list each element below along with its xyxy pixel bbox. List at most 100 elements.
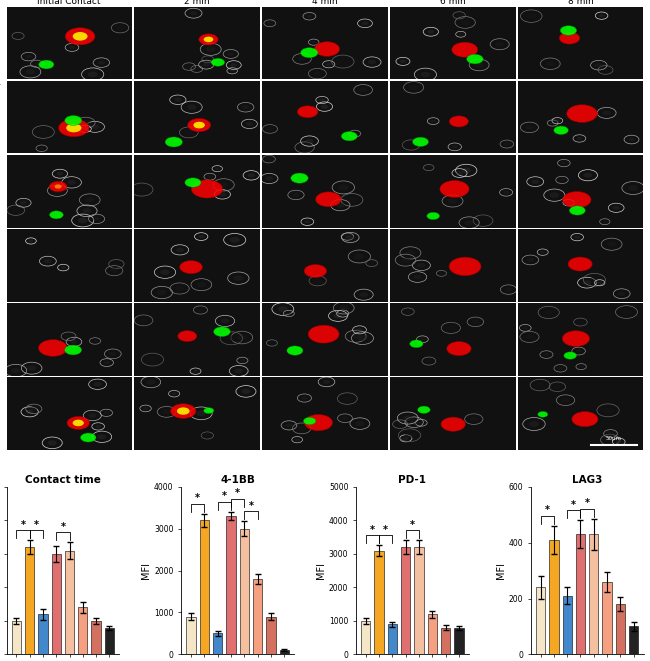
Circle shape: [417, 263, 425, 268]
Circle shape: [91, 124, 99, 130]
Title: 4-1BB: 4-1BB: [220, 475, 255, 485]
Circle shape: [590, 277, 599, 283]
Bar: [92, 621, 101, 654]
Circle shape: [456, 14, 462, 17]
Circle shape: [523, 327, 528, 329]
Circle shape: [287, 312, 291, 315]
Circle shape: [612, 206, 619, 210]
Circle shape: [532, 179, 539, 184]
Text: *: *: [34, 520, 39, 530]
Circle shape: [187, 104, 196, 110]
Circle shape: [526, 258, 534, 262]
Circle shape: [104, 361, 110, 364]
Circle shape: [458, 33, 463, 36]
Circle shape: [49, 181, 67, 192]
Circle shape: [81, 433, 96, 442]
Circle shape: [607, 241, 616, 247]
Circle shape: [73, 32, 88, 40]
Circle shape: [38, 340, 68, 356]
Circle shape: [39, 60, 54, 69]
Circle shape: [66, 124, 81, 132]
Circle shape: [57, 172, 63, 176]
Y-axis label: MFI: MFI: [316, 562, 326, 579]
Circle shape: [440, 180, 469, 198]
Circle shape: [267, 22, 272, 25]
Circle shape: [405, 310, 411, 313]
Circle shape: [628, 185, 638, 191]
Circle shape: [47, 440, 57, 446]
Circle shape: [65, 28, 95, 45]
Circle shape: [323, 379, 330, 384]
Circle shape: [536, 383, 545, 387]
Circle shape: [206, 46, 215, 52]
Circle shape: [98, 434, 107, 440]
Circle shape: [568, 257, 592, 271]
Circle shape: [595, 63, 603, 67]
Circle shape: [29, 239, 33, 243]
Bar: [361, 621, 370, 654]
Title: Initial Contact: Initial Contact: [38, 0, 101, 6]
Circle shape: [403, 415, 412, 421]
Circle shape: [230, 63, 237, 67]
Text: *: *: [222, 491, 227, 502]
Bar: [576, 534, 585, 654]
Circle shape: [356, 421, 365, 426]
Circle shape: [543, 353, 549, 356]
Circle shape: [326, 63, 332, 66]
Circle shape: [628, 137, 635, 141]
Circle shape: [198, 308, 203, 312]
Circle shape: [92, 340, 98, 342]
Circle shape: [558, 367, 564, 370]
Bar: [240, 529, 249, 654]
Text: *: *: [370, 525, 375, 535]
Circle shape: [196, 410, 206, 416]
Circle shape: [616, 440, 621, 444]
Circle shape: [465, 220, 474, 225]
Circle shape: [304, 264, 327, 278]
Text: *: *: [545, 506, 550, 516]
Circle shape: [606, 438, 614, 442]
Circle shape: [401, 257, 410, 263]
Circle shape: [308, 325, 339, 343]
Circle shape: [65, 334, 72, 338]
Circle shape: [81, 120, 90, 125]
Circle shape: [336, 203, 344, 208]
Circle shape: [347, 197, 357, 203]
Bar: [187, 617, 196, 654]
Text: *: *: [195, 494, 200, 504]
Circle shape: [297, 106, 318, 118]
Circle shape: [439, 272, 444, 275]
Circle shape: [191, 180, 223, 198]
Circle shape: [12, 208, 20, 213]
Circle shape: [235, 368, 243, 373]
Circle shape: [428, 30, 434, 34]
Circle shape: [146, 379, 155, 385]
Circle shape: [406, 250, 415, 256]
Circle shape: [233, 276, 243, 281]
Title: Contact time: Contact time: [25, 475, 101, 485]
Text: *: *: [571, 500, 577, 510]
Circle shape: [177, 407, 190, 414]
Circle shape: [73, 420, 84, 426]
Circle shape: [49, 211, 63, 219]
Circle shape: [185, 178, 201, 187]
Circle shape: [505, 288, 512, 292]
Bar: [51, 554, 61, 654]
Circle shape: [294, 438, 300, 441]
Circle shape: [220, 319, 229, 323]
Circle shape: [240, 359, 245, 362]
Circle shape: [359, 292, 368, 297]
Text: *: *: [235, 488, 240, 498]
Bar: [428, 614, 437, 654]
Circle shape: [248, 173, 255, 177]
Circle shape: [93, 217, 100, 221]
Circle shape: [449, 116, 469, 127]
Circle shape: [185, 130, 193, 135]
Circle shape: [214, 327, 230, 336]
Circle shape: [576, 349, 582, 353]
Circle shape: [339, 305, 348, 311]
Circle shape: [98, 60, 105, 65]
Circle shape: [529, 421, 539, 427]
Circle shape: [474, 62, 484, 67]
Circle shape: [65, 345, 82, 355]
